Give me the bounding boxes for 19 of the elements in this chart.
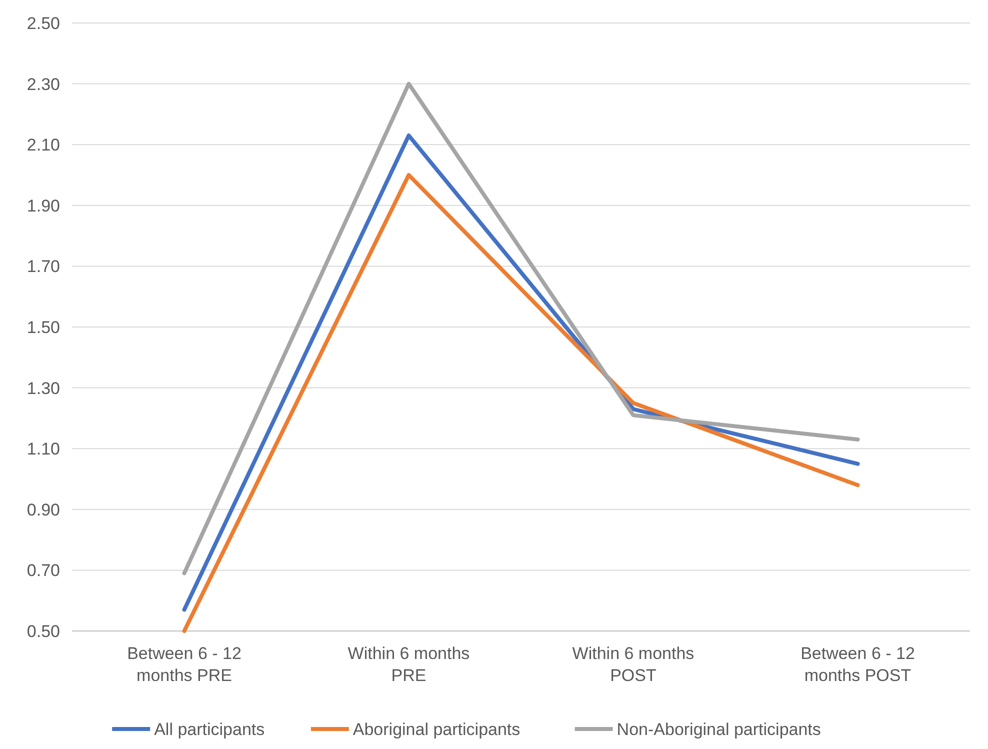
y-tick-label: 0.70 — [26, 561, 60, 580]
y-tick-label: 0.50 — [26, 622, 60, 641]
legend-label: Aboriginal participants — [352, 720, 520, 739]
x-tick-label: Between 6 - 12 months PRE — [127, 644, 242, 685]
x-tick-label: Within 6 months POST — [572, 644, 694, 685]
y-tick-label: 2.50 — [26, 14, 60, 33]
line-series — [182, 82, 860, 576]
x-tick-label: Between 6 - 12 months POST — [800, 644, 915, 685]
y-tick-label: 1.10 — [26, 440, 60, 459]
legend-label: All participants — [154, 720, 265, 739]
y-tick-label: 0.90 — [26, 500, 60, 520]
y-tick-label: 1.50 — [26, 318, 60, 337]
y-tick-label: 1.70 — [26, 257, 60, 276]
y-tick-label: 2.10 — [26, 136, 60, 155]
y-tick-label: 1.30 — [26, 378, 60, 398]
legend-label: Non-Aboriginal participants — [616, 720, 821, 739]
y-tick-label: 2.30 — [26, 74, 60, 94]
x-tick-label: Within 6 months PRE — [348, 644, 470, 685]
y-tick-label: 1.90 — [26, 196, 60, 216]
